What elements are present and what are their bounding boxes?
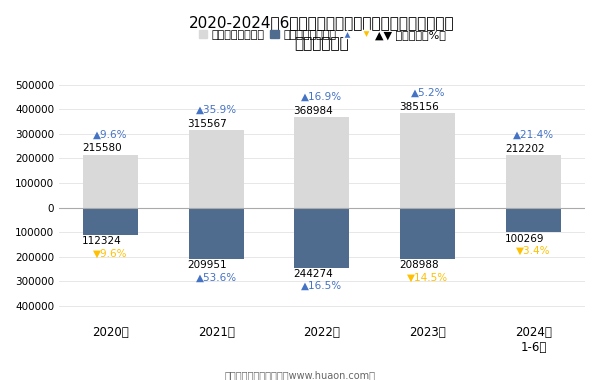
Text: 368984: 368984 [293,106,333,116]
Text: ▲53.6%: ▲53.6% [196,273,237,283]
Bar [188,130,244,207]
Bar [83,155,138,207]
Text: ▼14.5%: ▼14.5% [407,272,448,283]
Text: ▲5.2%: ▲5.2% [410,88,445,98]
Text: ▼3.4%: ▼3.4% [517,246,551,256]
Bar [295,117,349,207]
Bar [400,113,455,207]
Text: 244274: 244274 [293,269,333,279]
Text: 209951: 209951 [188,260,227,271]
Text: ▲16.9%: ▲16.9% [301,92,343,101]
Text: ▼9.6%: ▼9.6% [93,249,128,259]
Text: 208988: 208988 [399,260,439,270]
Text: 制图：华经产业研究院（www.huaon.com）: 制图：华经产业研究院（www.huaon.com） [224,370,376,380]
Text: ▲35.9%: ▲35.9% [196,105,237,115]
Text: ▲9.6%: ▲9.6% [93,129,128,139]
Bar [295,207,349,268]
Text: ▲21.4%: ▲21.4% [513,130,554,140]
Text: ▲16.5%: ▲16.5% [301,281,343,291]
Text: 215580: 215580 [82,143,121,154]
Bar [506,155,561,207]
Text: 315567: 315567 [188,119,227,129]
Text: 212202: 212202 [505,144,545,154]
Bar [506,207,561,232]
Bar [188,207,244,259]
Text: 112324: 112324 [82,236,122,247]
Bar [83,207,138,235]
Bar [400,207,455,259]
Text: 100269: 100269 [505,233,545,244]
Text: 385156: 385156 [399,102,439,112]
Legend: 出口额（万美元）, 进口额（万美元）, , ▲▼ 同比增长（%）: 出口额（万美元）, 进口额（万美元）, , ▲▼ 同比增长（%） [196,27,448,42]
Title: 2020-2024年6月福州经济技术开发区商品收发货人所在
地进、出口额: 2020-2024年6月福州经济技术开发区商品收发货人所在 地进、出口额 [189,15,455,51]
